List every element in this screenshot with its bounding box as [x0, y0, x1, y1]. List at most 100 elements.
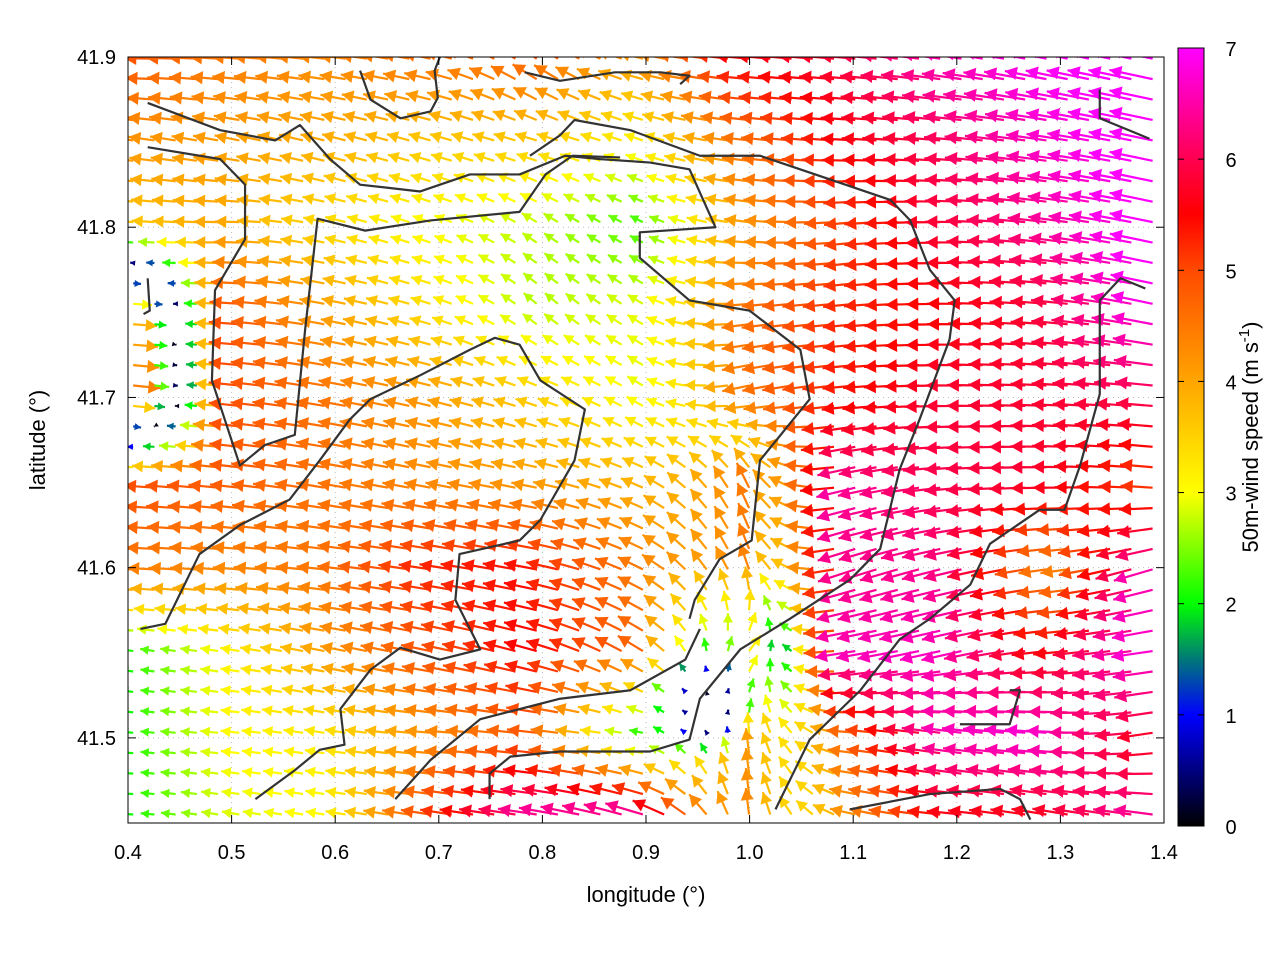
wind-arrow [339, 499, 367, 512]
wind-arrow-head [160, 382, 169, 391]
wind-arrow-head [1111, 649, 1124, 662]
wind-arrow-head [555, 725, 567, 737]
wind-arrow [495, 376, 516, 387]
wind-arrow [412, 255, 431, 265]
wind-arrow-head [965, 131, 978, 144]
wind-arrow-head [721, 591, 732, 602]
wind-arrow [235, 255, 261, 268]
wind-arrow [411, 173, 431, 184]
wind-arrow-head [158, 320, 166, 328]
wind-arrow [113, 604, 133, 615]
wind-arrow-head [818, 668, 831, 681]
wind-arrow [1113, 804, 1152, 817]
wind-arrow [258, 235, 282, 247]
wind-arrow-head [262, 705, 273, 716]
wind-arrow [647, 296, 664, 306]
wind-arrow-head [379, 580, 392, 593]
wind-arrow [388, 152, 409, 163]
wind-arrow [172, 174, 197, 186]
wind-arrow [595, 577, 622, 590]
wind-arrow [620, 497, 643, 509]
wind-arrow-head [905, 400, 917, 413]
wind-arrow-head [704, 277, 716, 289]
wind-arrow-head [461, 785, 474, 798]
wind-arrow [647, 336, 665, 346]
wind-arrow-head [906, 298, 918, 311]
wind-arrow-head [381, 499, 394, 512]
wind-arrow-head [1029, 233, 1042, 246]
wind-arrow-head [178, 257, 188, 268]
wind-arrow [566, 234, 580, 243]
wind-arrow [450, 376, 473, 388]
wind-arrow [275, 479, 303, 492]
wind-arrow-head [865, 319, 877, 332]
wind-arrow-head [362, 376, 375, 389]
wind-arrow-head [1028, 212, 1041, 225]
wind-arrow-head [121, 789, 129, 798]
wind-arrow-head [168, 280, 175, 287]
wind-arrow-head [1028, 191, 1041, 204]
wind-arrow-head [705, 194, 717, 206]
wind-arrow [121, 810, 134, 819]
wind-arrow-head [162, 258, 170, 267]
wind-arrow [666, 398, 686, 409]
wind-arrow-head [1117, 525, 1130, 538]
wind-arrow [602, 704, 622, 715]
wind-arrow-head [742, 320, 755, 333]
wind-arrow-head [764, 236, 776, 249]
wind-arrow [279, 255, 303, 267]
wind-arrow-head [924, 764, 937, 777]
wind-arrow-head [1056, 607, 1069, 620]
wind-arrow-head [132, 215, 143, 227]
wind-arrow [1119, 438, 1153, 451]
wind-arrow-head [1053, 419, 1065, 432]
wind-arrow [682, 688, 688, 694]
wind-arrow [545, 273, 558, 283]
wind-arrow-head [844, 340, 856, 353]
wind-arrow-head [411, 275, 422, 286]
wind-arrow-head [1050, 706, 1062, 719]
wind-arrow-shaft [117, 629, 134, 631]
wind-arrow [262, 705, 282, 716]
wind-arrow-head [1069, 190, 1082, 203]
wind-arrow-head [343, 315, 355, 327]
wind-arrow-head [384, 396, 397, 409]
wind-arrow-head [491, 458, 504, 470]
wind-arrow [384, 704, 409, 717]
wind-arrow-head [279, 255, 291, 267]
wind-arrow-head [130, 583, 142, 595]
wind-arrow [363, 683, 388, 696]
wind-arrow-head [263, 767, 273, 778]
wind-arrow-head [1048, 191, 1061, 204]
wind-arrow-head [544, 253, 554, 262]
wind-arrow [141, 810, 155, 819]
wind-arrow-head [1027, 150, 1040, 163]
wind-arrow-head [105, 542, 117, 555]
wind-arrow [741, 728, 754, 753]
wind-arrow [382, 478, 409, 491]
wind-arrow [714, 506, 727, 528]
wind-arrow [619, 537, 643, 549]
wind-arrow-head [318, 499, 331, 512]
wind-arrow [667, 492, 685, 508]
wind-arrow-head [1010, 461, 1022, 474]
wind-arrow-head [221, 788, 231, 798]
wind-arrow-head [120, 728, 128, 737]
wind-arrow-head [964, 743, 977, 756]
wind-arrow-head [1027, 744, 1039, 757]
wind-arrow-head [788, 582, 800, 594]
wind-arrow [704, 277, 728, 289]
wind-arrow [618, 636, 643, 651]
wind-arrow-head [925, 215, 937, 228]
wind-arrow [1116, 397, 1153, 410]
wind-arrow-head [194, 297, 205, 309]
wind-arrow [340, 437, 367, 450]
wind-arrow [345, 786, 367, 798]
wind-arrow-head [276, 336, 289, 349]
wind-arrow-head [215, 194, 227, 206]
wind-arrow [725, 688, 730, 694]
wind-arrow [406, 376, 430, 388]
wind-arrow-head [763, 278, 775, 291]
wind-arrow-head [1026, 725, 1038, 738]
wind-arrow [666, 417, 685, 427]
